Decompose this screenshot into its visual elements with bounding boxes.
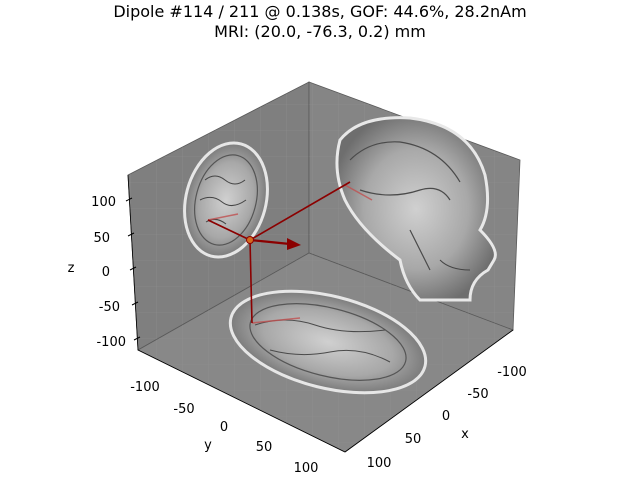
title-line-2: MRI: (20.0, -76.3, 0.2) mm <box>214 22 426 41</box>
z-tick-label: -100 <box>96 335 126 350</box>
x-tick-label: 100 <box>367 456 392 471</box>
z-tick-label: 50 <box>93 231 110 246</box>
x-axis-label: x <box>461 427 469 442</box>
z-tick-label: 0 <box>102 265 110 280</box>
y-tick-label: -50 <box>173 402 194 417</box>
z-tick-label: -50 <box>99 300 120 315</box>
x-axis: -100 -50 0 50 100 x <box>344 329 527 471</box>
y-tick-label: 100 <box>294 461 319 476</box>
y-axis-label: y <box>204 438 212 453</box>
y-axis: -100 -50 0 50 100 y <box>130 349 346 476</box>
title-line-1: Dipole #114 / 211 @ 0.138s, GOF: 44.6%, … <box>113 2 527 21</box>
dipole-location-point <box>246 236 254 244</box>
mri-coronal-slice <box>183 141 269 259</box>
mri-sagittal-slice <box>335 116 497 302</box>
dipole-guide-to-right <box>249 181 351 241</box>
z-tick-label: 100 <box>91 195 116 210</box>
x-tick-label: -50 <box>467 387 488 402</box>
z-axis: 100 50 0 -50 -100 z <box>68 174 141 351</box>
x-tick-label: -100 <box>497 365 527 380</box>
dipole-marker[interactable] <box>207 181 351 324</box>
dipole-guide-to-left <box>207 219 251 241</box>
z-axis-label: z <box>68 261 75 276</box>
x-tick-label: 50 <box>405 432 422 447</box>
dipole-arrow-head <box>287 238 301 250</box>
dipole-guide-to-floor <box>249 239 253 324</box>
figure-title: Dipole #114 / 211 @ 0.138s, GOF: 44.6%, … <box>0 2 640 42</box>
x-tick-label: 0 <box>442 409 450 424</box>
y-tick-label: 50 <box>256 440 273 455</box>
dipole-orientation-arrow <box>249 238 291 246</box>
y-tick-label: 0 <box>220 420 228 435</box>
y-tick-label: -100 <box>130 380 160 395</box>
